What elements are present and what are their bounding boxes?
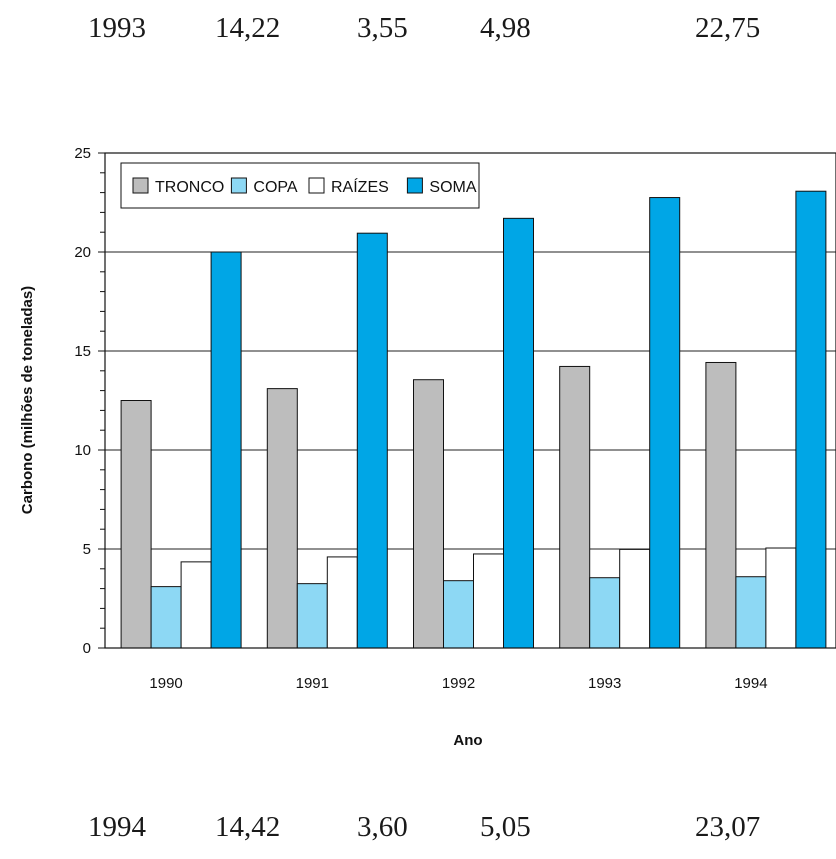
legend-swatch (132, 177, 149, 194)
bar-1993-0 (559, 365, 591, 649)
y-tick-label: 20 (74, 244, 91, 261)
legend-swatch (308, 177, 325, 194)
bar-1990-2 (180, 561, 212, 649)
bar-1992-1 (443, 580, 474, 649)
bar-1992-3 (503, 217, 534, 649)
legend-label: SOMA (429, 179, 476, 196)
top-data-row: 1993 14,22 3,55 4,98 22,75 (0, 12, 836, 52)
legend-swatch (406, 177, 423, 194)
top-row-soma: 22,75 (695, 12, 761, 44)
axes: 0 5 10 15 20 25 1990 1991 1992 1993 1994 (74, 145, 836, 692)
bar-1992-2 (473, 553, 504, 649)
bar-1994-0 (705, 361, 737, 649)
x-tick-label: 1993 (588, 675, 621, 692)
bar-1990-1 (150, 586, 182, 649)
top-row-copa: 3,55 (357, 12, 408, 44)
bar-1994-3 (795, 190, 827, 649)
legend-swatch (230, 177, 247, 194)
top-row-tronco: 14,22 (215, 12, 281, 44)
bottom-data-row: 1994 14,42 3,60 5,05 23,07 (0, 811, 836, 851)
legend: TRONCO COPA RAÍZES SOMA (120, 162, 480, 209)
bottom-row-raizes: 5,05 (480, 811, 531, 843)
bar-1993-2 (619, 548, 651, 649)
x-tick-label: 1994 (734, 675, 767, 692)
y-tick-label: 15 (74, 343, 91, 360)
bars (120, 190, 827, 649)
y-axis-title: Carbono (milhões de toneladas) (19, 286, 36, 514)
bar-1994-2 (765, 547, 797, 649)
bottom-row-soma: 23,07 (695, 811, 761, 843)
y-tick-label: 0 (83, 640, 91, 657)
bar-1991-3 (356, 232, 388, 649)
bar-1993-3 (649, 197, 681, 649)
x-tick-label: 1991 (296, 675, 329, 692)
bar-1994-1 (735, 576, 767, 649)
bottom-row-tronco: 14,42 (215, 811, 281, 843)
y-tick-label: 5 (83, 541, 91, 558)
bottom-row-copa: 3,60 (357, 811, 408, 843)
bar-1991-1 (296, 583, 328, 649)
bar-1990-3 (210, 251, 242, 649)
x-tick-label: 1990 (149, 675, 182, 692)
top-row-raizes: 4,98 (480, 12, 531, 44)
bottom-row-year: 1994 (88, 811, 146, 843)
x-axis-title: Ano (453, 732, 482, 749)
x-tick-label: 1992 (442, 675, 475, 692)
bar-1992-0 (413, 379, 444, 649)
bar-1990-0 (120, 400, 152, 649)
bar-1991-0 (266, 388, 298, 649)
legend-label: RAÍZES (331, 177, 389, 196)
y-tick-label: 25 (74, 145, 91, 162)
y-tick-label: 10 (74, 442, 91, 459)
plot-frame (104, 152, 836, 649)
legend-label: TRONCO (155, 179, 224, 196)
bar-1993-1 (589, 577, 621, 649)
bar-1991-2 (326, 556, 358, 649)
legend-label: COPA (253, 179, 297, 196)
top-row-year: 1993 (88, 12, 146, 44)
carbon-bar-chart: 0 5 10 15 20 25 1990 1991 1992 1993 1994 TRONCO COP… (19, 145, 836, 749)
